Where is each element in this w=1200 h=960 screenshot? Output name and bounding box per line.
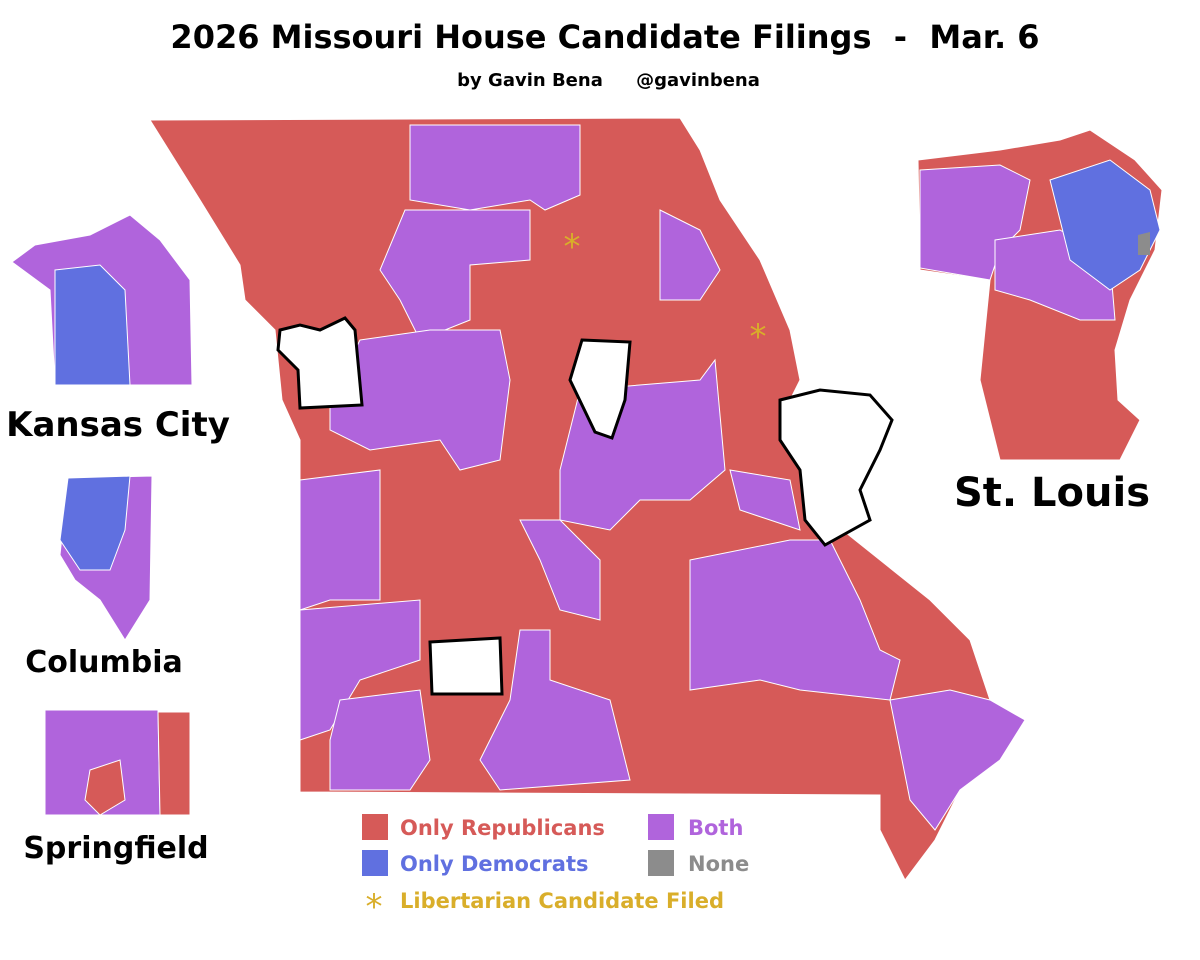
inset-shape	[1049, 159, 1161, 291]
missouri-map: * *	[149, 117, 1026, 881]
kansas-city-area	[276, 316, 364, 410]
legend-label: Both	[688, 816, 743, 840]
inset-shape	[1138, 232, 1150, 255]
columbia-inset: Columbia	[25, 475, 183, 680]
inset-label: St. Louis	[954, 470, 1150, 516]
inset-shape	[84, 759, 126, 816]
legend-label: Only Democrats	[400, 852, 589, 876]
region-both	[479, 629, 631, 791]
region-both	[379, 209, 531, 341]
kansas-city-inset: Kansas City	[6, 214, 230, 445]
region-both	[409, 124, 581, 211]
legend-star: *	[366, 887, 383, 927]
legend-swatch	[648, 814, 674, 840]
region-both	[659, 209, 721, 301]
title: 2026 Missouri House Candidate Filings - …	[170, 18, 1039, 56]
legend-label: Libertarian Candidate Filed	[400, 889, 724, 913]
region-both	[729, 469, 801, 531]
libertarian-star: *	[564, 227, 581, 267]
region-both	[689, 539, 901, 701]
springfield-inset: Springfield	[23, 709, 209, 866]
legend-swatch	[362, 814, 388, 840]
legend-label: Only Republicans	[400, 816, 605, 840]
springfield-area	[428, 636, 504, 696]
legend-swatch	[648, 850, 674, 876]
region-both	[889, 689, 1026, 831]
region-both	[329, 329, 511, 471]
st-louis-area	[778, 388, 894, 547]
columbia-area	[568, 338, 632, 440]
legend: Only Republicans Both Only Democrats Non…	[362, 814, 749, 927]
region-both	[519, 519, 601, 621]
legend-swatch	[362, 850, 388, 876]
inset-shape	[54, 264, 131, 386]
libertarian-star: *	[750, 317, 767, 357]
inset-label: Columbia	[25, 645, 183, 680]
inset-shape	[59, 475, 131, 571]
region-both	[299, 469, 381, 611]
legend-label: None	[688, 852, 749, 876]
region-both	[299, 599, 421, 741]
st-louis-inset: St. Louis	[917, 129, 1163, 516]
inset-label: Kansas City	[6, 405, 230, 445]
byline: by Gavin Bena	[457, 70, 603, 91]
handle: @gavinbena	[636, 70, 760, 91]
region-both	[329, 689, 431, 791]
inset-label: Springfield	[23, 831, 208, 866]
inset-shape	[157, 711, 191, 816]
